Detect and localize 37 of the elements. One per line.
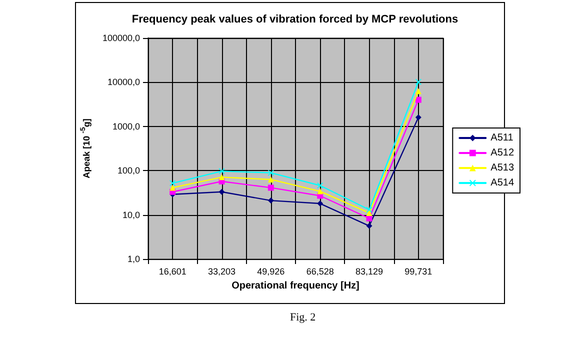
legend-label: A512	[490, 148, 514, 158]
y-tick-label: 100,0	[117, 166, 140, 176]
legend-label: A513	[490, 162, 514, 174]
point	[415, 96, 422, 103]
point	[218, 174, 225, 180]
point	[415, 114, 422, 120]
y-tick-label: 100000,0	[102, 33, 140, 43]
point	[366, 206, 372, 213]
legend-label: A514	[490, 178, 514, 188]
point	[170, 180, 176, 186]
point	[268, 198, 274, 204]
point	[268, 184, 274, 191]
legend-label: A511	[490, 132, 514, 144]
point	[268, 176, 274, 182]
y-tick-label: 10000,0	[107, 77, 140, 88]
chart-title: Frequency peak values of vibration forced by MCP revolutions	[132, 14, 458, 26]
point	[317, 188, 324, 194]
point	[317, 200, 324, 207]
point	[415, 88, 422, 94]
point	[218, 168, 225, 174]
x-tick-label: 33,203	[208, 266, 236, 276]
point	[170, 184, 176, 191]
x-tick-label: 66,528	[306, 266, 334, 276]
point	[268, 170, 274, 176]
x-axis-title: Operational frequency [Hz]	[232, 280, 360, 292]
x-tick-label: 49,926	[257, 266, 285, 276]
x-tick-label: 83,129	[355, 266, 384, 276]
caption: Fig. 2	[290, 312, 316, 324]
y-tick-label: 10,0	[122, 210, 140, 220]
y-tick-label: 1,0	[127, 254, 140, 264]
y-tick-label: 1000,0	[112, 121, 140, 132]
point	[366, 215, 372, 222]
x-tick-label: 99,731	[404, 266, 432, 276]
point	[218, 188, 225, 195]
x-tick-label: 16,601	[158, 266, 186, 276]
point	[366, 222, 372, 229]
point	[317, 182, 324, 189]
